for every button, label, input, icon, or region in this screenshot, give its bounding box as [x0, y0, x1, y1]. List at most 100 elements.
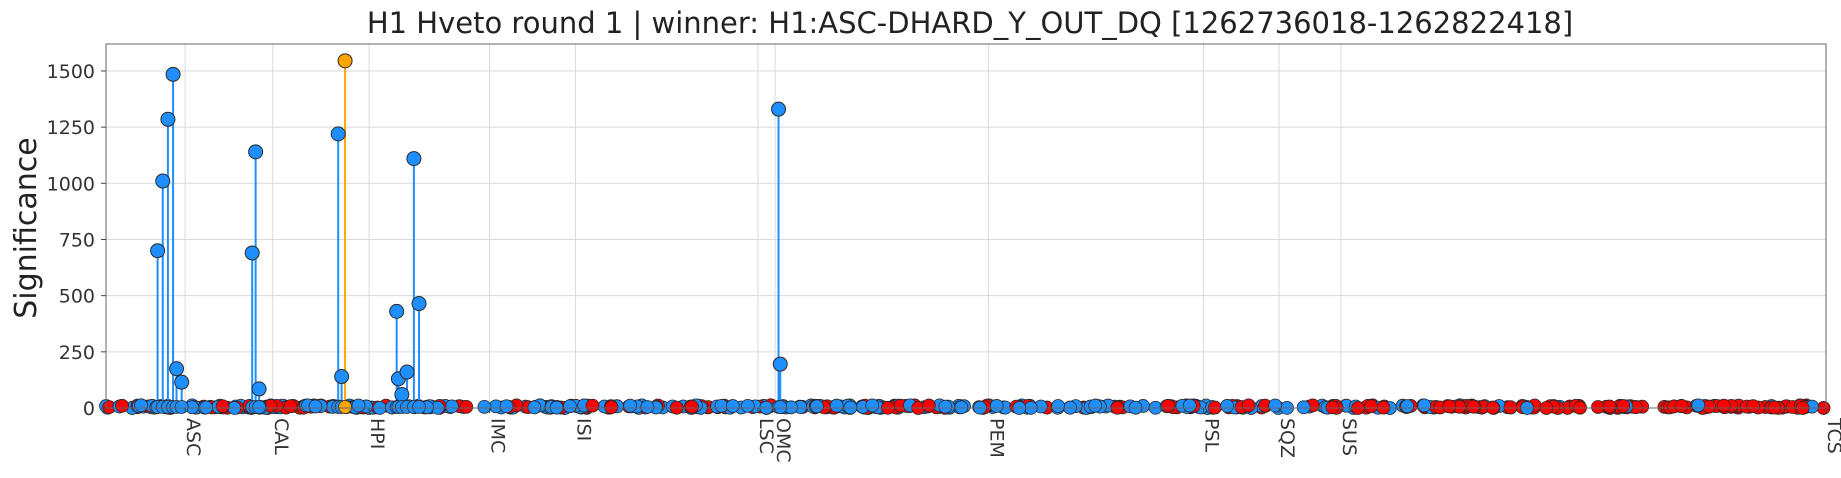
stem-base-point: [338, 400, 352, 414]
data-point: [330, 126, 346, 142]
stems: [156, 60, 782, 408]
data-point: [169, 361, 185, 377]
baseline-point: [1241, 398, 1256, 413]
baseline-point: [563, 399, 577, 414]
baseline-point: [1767, 400, 1782, 415]
baseline-point: [1325, 400, 1340, 415]
data-point: [248, 144, 264, 160]
baseline-point: [499, 399, 514, 414]
baseline-point: [585, 398, 600, 413]
data-point: [160, 111, 176, 127]
baseline-point: [810, 399, 824, 414]
baseline-point: [1591, 400, 1605, 414]
data-points: [150, 53, 788, 414]
baseline-point: [1364, 399, 1379, 414]
y-tick-label: 0: [83, 398, 95, 420]
y-tick-label: 1500: [47, 61, 95, 83]
baseline-point: [351, 398, 366, 413]
data-point: [411, 296, 427, 312]
stem-base-point: [174, 400, 189, 414]
baseline-point: [640, 400, 655, 414]
baseline-point: [1616, 399, 1631, 413]
y-tick-label: 500: [59, 286, 95, 308]
stem-base-point: [252, 400, 266, 414]
y-tick-label: 1250: [47, 117, 95, 139]
data-point: [337, 53, 353, 69]
y-ticks: 0 250 500 750 1000 1250 1500: [47, 61, 106, 420]
data-point: [406, 151, 422, 167]
chart-title: H1 Hveto round 1 | winner: H1:ASC-DHARD_…: [367, 6, 1573, 40]
grid: [106, 44, 1827, 409]
x-tick-label: LSC: [755, 418, 777, 454]
plot-frame: [105, 43, 1827, 409]
baseline-point: [1296, 400, 1311, 415]
baseline-point: [1691, 398, 1706, 413]
baseline-point: [1088, 398, 1103, 413]
baseline-point: [1161, 398, 1175, 413]
baseline-point: [527, 400, 542, 415]
baseline-point: [685, 399, 699, 414]
y-tick-label: 750: [59, 229, 95, 251]
baseline-point: [740, 398, 755, 413]
baseline-point: [921, 398, 936, 413]
x-tick-label: OMC: [772, 418, 794, 463]
x-tick-label: ISI: [573, 418, 595, 441]
baseline-point: [459, 399, 474, 414]
x-tick-label: HPI: [366, 418, 388, 449]
baseline-point: [725, 399, 740, 413]
baseline-point: [1220, 399, 1234, 413]
data-point: [394, 387, 410, 403]
baseline-point: [1503, 400, 1518, 415]
baseline-point: [1400, 399, 1415, 414]
data-point: [772, 356, 788, 372]
x-tick-label: PEM: [985, 418, 1007, 458]
data-point: [251, 381, 267, 397]
baseline-point: [989, 399, 1004, 413]
baseline-point: [604, 400, 619, 415]
baseline-point: [1182, 398, 1197, 413]
baseline-point: [134, 398, 149, 413]
x-tick-label: PSL: [1200, 418, 1222, 453]
y-tick-label: 1000: [47, 173, 95, 195]
x-tick-label: SQZ: [1276, 418, 1298, 458]
baseline-point: [829, 398, 844, 413]
baseline-point: [1717, 398, 1731, 413]
data-point: [174, 374, 190, 390]
data-point: [334, 369, 350, 385]
stem-base-point: [412, 400, 426, 414]
baseline-point: [477, 399, 492, 414]
data-point: [165, 66, 181, 82]
baseline-point: [623, 398, 638, 413]
baseline-point: [1417, 398, 1432, 413]
baseline-points: [99, 398, 1831, 415]
y-axis-label: Significance: [9, 137, 44, 319]
baseline-point: [1051, 399, 1066, 413]
baseline-point: [215, 399, 230, 414]
baseline-point: [865, 398, 880, 413]
baseline-point: [1602, 399, 1617, 414]
x-tick-label: ASC: [182, 418, 204, 456]
baseline-point: [283, 399, 298, 414]
baseline-point: [1746, 399, 1760, 414]
data-point: [771, 101, 787, 117]
baseline-point: [115, 398, 129, 413]
baseline-point: [445, 399, 459, 414]
data-point: [389, 303, 405, 319]
baseline-point: [938, 399, 953, 414]
data-point: [155, 173, 171, 189]
data-point: [244, 245, 260, 261]
baseline-point: [308, 399, 323, 414]
baseline-point: [199, 400, 214, 415]
stem-base-point: [773, 400, 788, 414]
baseline-point: [1442, 399, 1457, 414]
x-tick-label: SUS: [1338, 418, 1360, 456]
x-tick-label: CAL: [270, 418, 292, 455]
data-point: [150, 243, 166, 259]
baseline-point: [1466, 399, 1481, 414]
x-tick-label: IMC: [487, 418, 509, 453]
y-tick-label: 250: [59, 342, 95, 364]
baseline-point: [1674, 399, 1689, 413]
